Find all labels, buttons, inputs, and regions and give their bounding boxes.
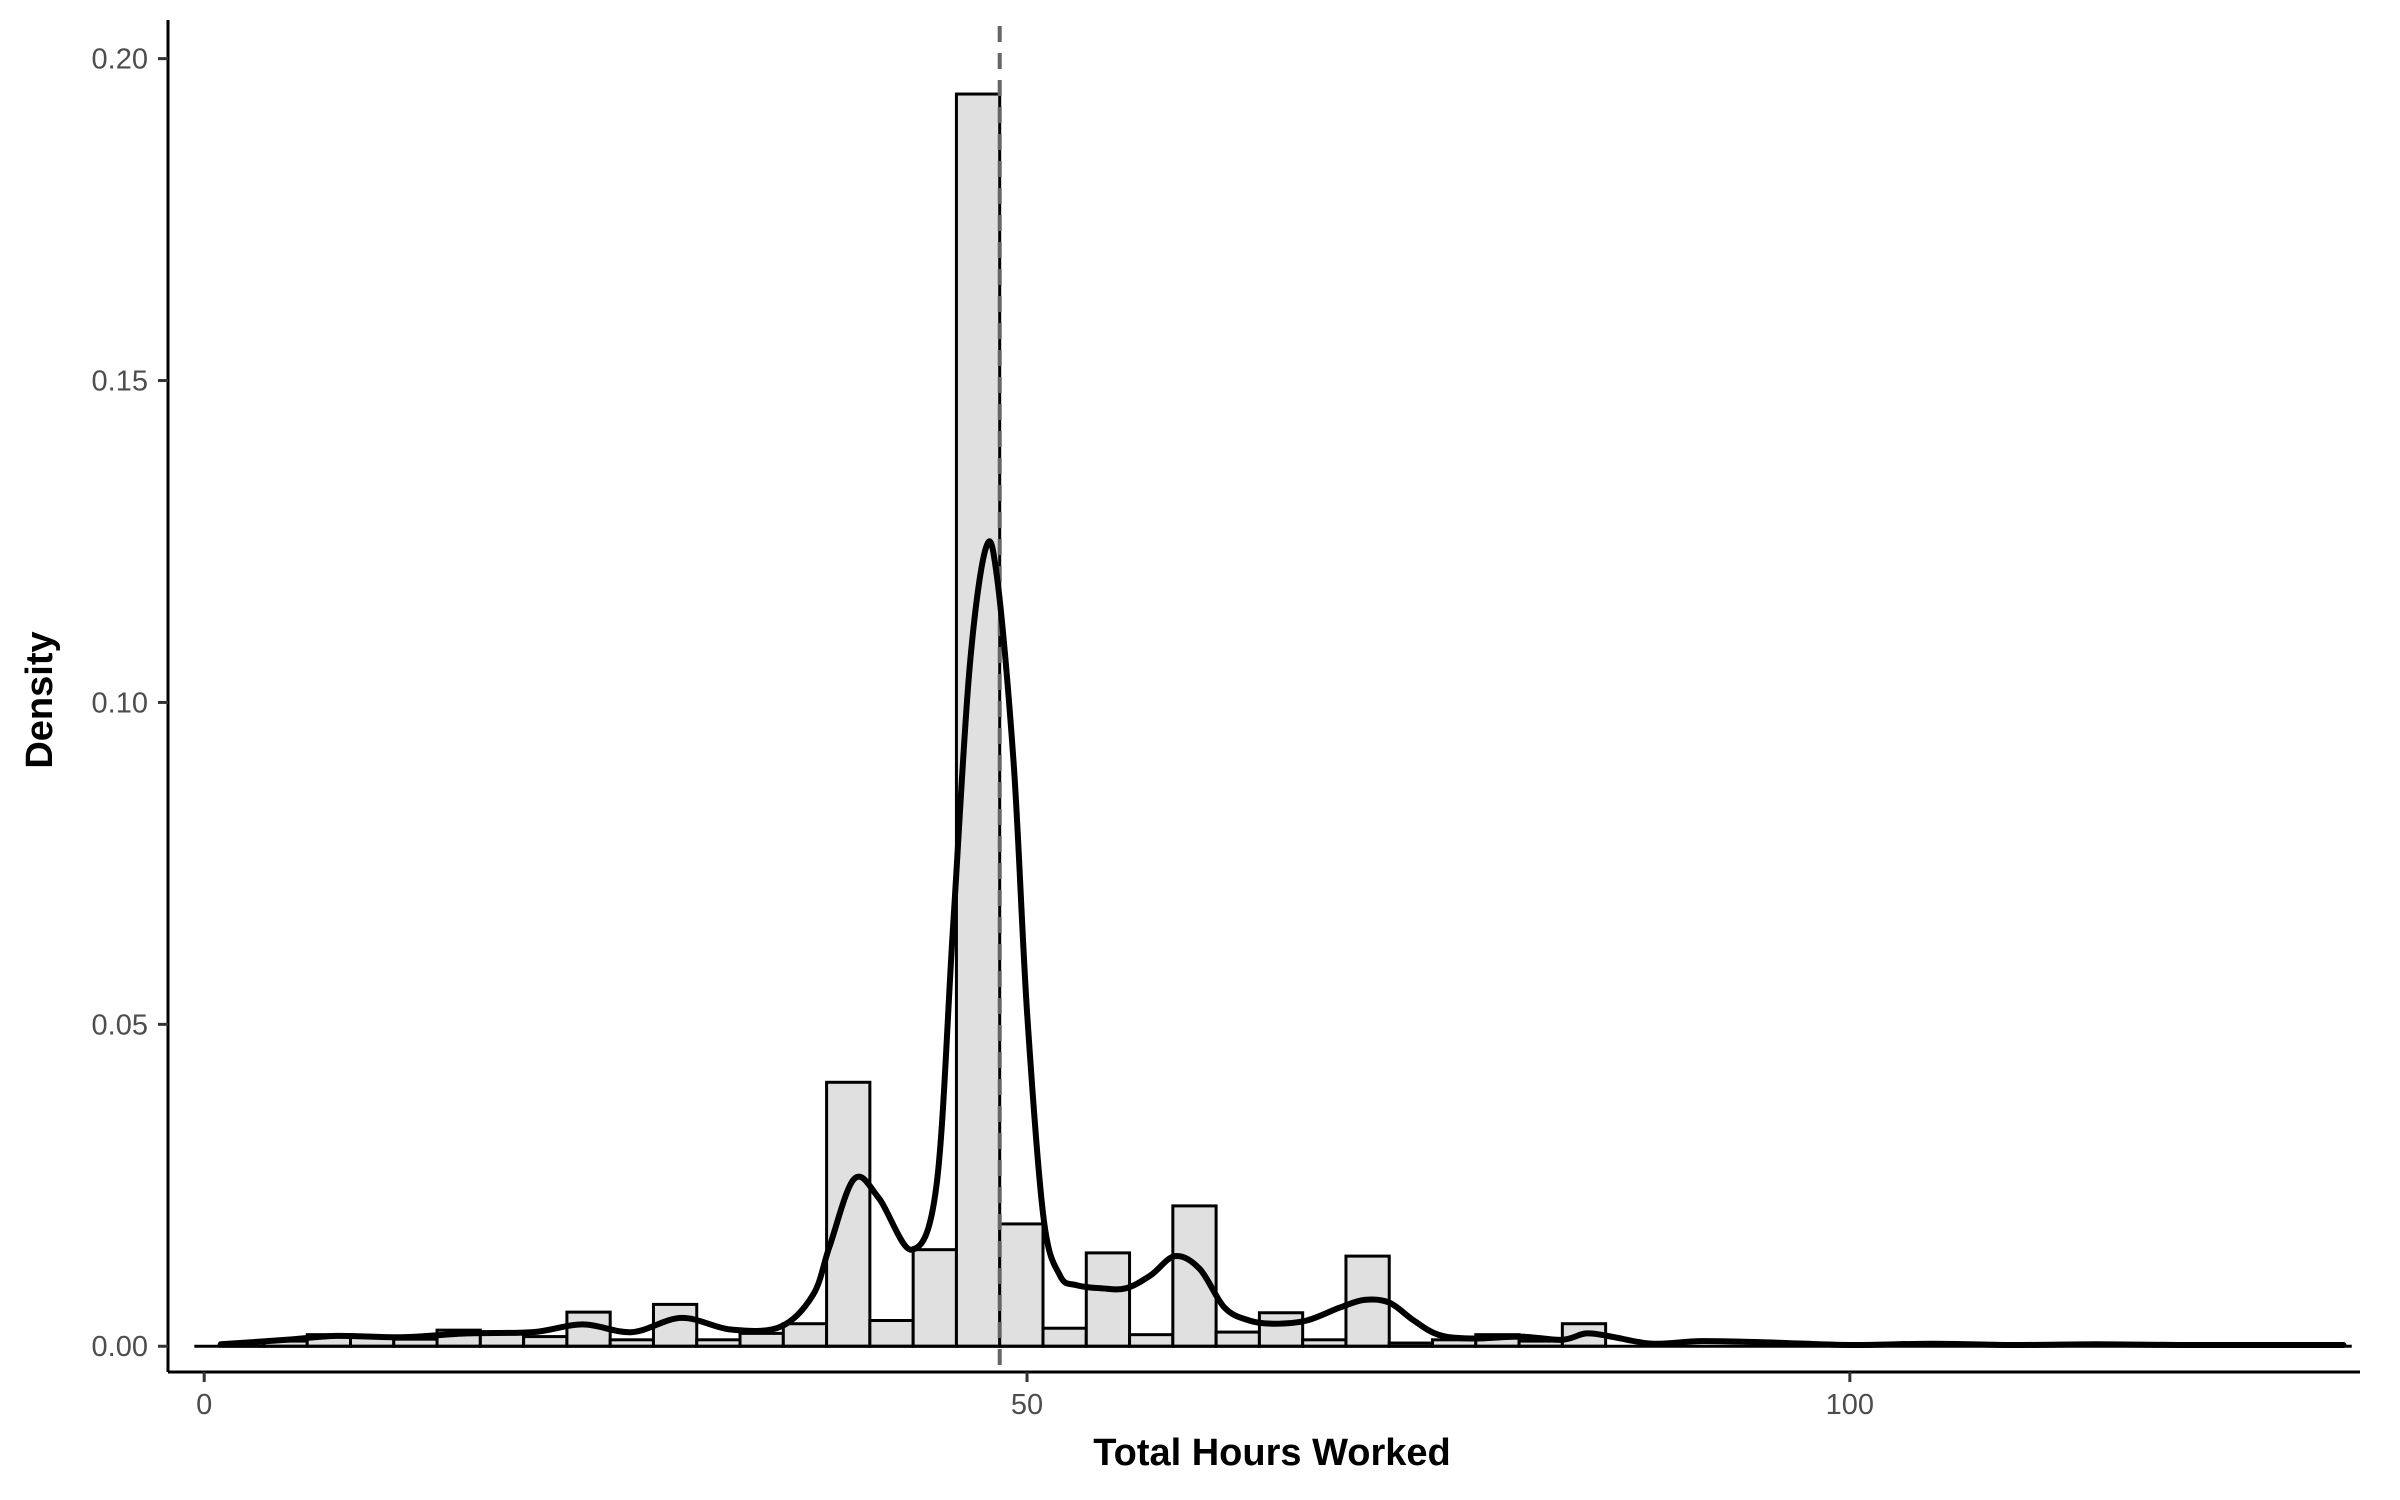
histogram-bar <box>911 1248 958 1348</box>
histogram-bar <box>1171 1204 1218 1348</box>
histogram-bar <box>1257 1311 1305 1348</box>
histogram-bar <box>998 1222 1045 1348</box>
y-tick-label: 0.15 <box>92 366 148 398</box>
histogram-bar <box>738 1331 785 1348</box>
y-axis-title: Density <box>19 631 61 768</box>
histogram-bar <box>868 1318 915 1348</box>
x-tick-label: 50 <box>1011 1389 1043 1421</box>
density-curve-group <box>217 538 2347 1349</box>
chart-axes <box>166 20 2360 1374</box>
y-tick-label: 0.10 <box>92 687 148 719</box>
histogram-bar <box>1214 1330 1261 1348</box>
histogram-bar <box>1128 1333 1175 1348</box>
histogram-bars <box>219 92 1608 1348</box>
y-tick-label: 0.05 <box>92 1009 148 1041</box>
x-tick-label: 100 <box>1826 1389 1874 1421</box>
axis-ticks: 0.00 0.05 0.10 0.15 0.20 0 50 100 <box>92 44 1874 1421</box>
x-tick-label: 0 <box>196 1389 212 1421</box>
x-axis-title: Total Hours Worked <box>1093 1432 1451 1474</box>
y-tick-label: 0.20 <box>92 44 148 76</box>
density-curve <box>217 538 2347 1349</box>
histogram-bar <box>825 1080 872 1348</box>
histogram-bar <box>1041 1326 1088 1348</box>
y-tick-label: 0.00 <box>92 1331 148 1363</box>
histogram-bar <box>781 1322 829 1348</box>
histogram-bar <box>1084 1251 1132 1348</box>
